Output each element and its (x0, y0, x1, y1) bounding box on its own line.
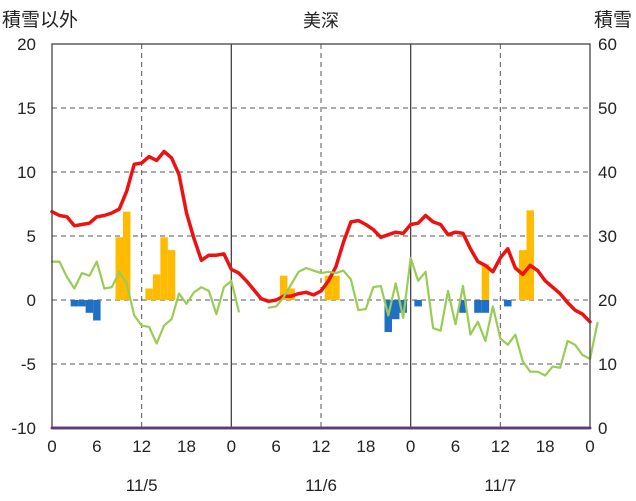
bar (152, 274, 161, 300)
x-tick-label: 0 (227, 437, 236, 456)
bars (70, 210, 534, 332)
bar (459, 300, 467, 313)
x-tick-label: 18 (536, 437, 555, 456)
y-tick-label-right: 60 (598, 35, 617, 54)
bar (145, 288, 153, 300)
y-tick-label-right: 20 (598, 291, 617, 310)
plot-frame (51, 43, 591, 429)
bar (399, 300, 407, 313)
bar (481, 264, 490, 300)
bar (78, 300, 86, 307)
y-tick-label-right: 10 (598, 355, 617, 374)
grid (52, 44, 590, 428)
bar (474, 300, 482, 313)
y-tick-label-right: 0 (598, 419, 607, 438)
bar (332, 275, 340, 300)
x-tick-label: 12 (491, 437, 510, 456)
date-label: 11/7 (484, 476, 516, 495)
x-tick-label: 18 (177, 437, 196, 456)
bar (481, 300, 490, 313)
bar (160, 237, 168, 300)
bar (287, 288, 295, 300)
y-axis-label-right: 積雪 (594, 9, 632, 31)
bar (324, 275, 333, 300)
x-tick-label: 18 (356, 437, 375, 456)
x-tick-label: 12 (312, 437, 331, 456)
x-tick-label: 6 (92, 437, 101, 456)
y-tick-label-right: 30 (598, 227, 617, 246)
bar (526, 210, 534, 300)
bar (70, 300, 79, 307)
x-tick-label: 0 (406, 437, 415, 456)
chart-title: 美深 (303, 11, 339, 31)
y-tick-label-left: 0 (27, 291, 36, 310)
x-tick-label: 0 (585, 437, 594, 456)
series-line (50, 260, 240, 345)
bar (122, 211, 131, 300)
bar (504, 300, 512, 307)
y-tick-label-left: 5 (27, 227, 36, 246)
y-axis-label-left: 積雪以外 (2, 9, 78, 31)
date-label: 11/5 (126, 476, 158, 495)
bar (279, 275, 288, 300)
bar (414, 300, 422, 307)
series-line (50, 149, 592, 324)
bar (115, 237, 123, 300)
series-line (267, 256, 599, 377)
date-label: 11/6 (305, 476, 337, 495)
x-tick-label: 6 (271, 437, 280, 456)
x-tick-label: 12 (132, 437, 151, 456)
bar (85, 300, 94, 313)
y-tick-label-left: -5 (21, 355, 36, 374)
y-tick-label-right: 50 (598, 99, 617, 118)
bar (93, 300, 101, 321)
y-tick-label-left: 20 (17, 35, 36, 54)
x-tick-label: 6 (451, 437, 460, 456)
bar (391, 300, 400, 320)
bar (167, 250, 176, 300)
y-tick-label-left: 15 (17, 99, 36, 118)
y-tick-label-left: 10 (17, 163, 36, 182)
y-tick-label-right: 40 (598, 163, 617, 182)
x-tick-label: 0 (47, 437, 56, 456)
y-tick-label-left: -10 (11, 419, 36, 438)
